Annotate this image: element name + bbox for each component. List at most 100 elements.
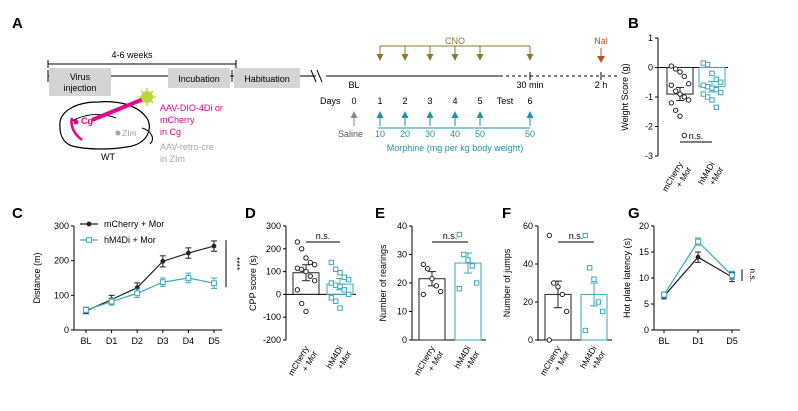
data-point-hm4di (456, 286, 463, 292)
chart-f-jumps: 60 40 20 0 Number of jumps mCherry+ Mor hM4Di+… (502, 221, 612, 377)
data-point-mcherry (546, 337, 553, 343)
data-point-mcherry (550, 280, 557, 286)
data-point-hm4di (729, 272, 735, 279)
x-tick-label: D4 (183, 336, 195, 346)
day-number-3: 3 (427, 96, 432, 106)
day-number-5: 5 (477, 96, 482, 106)
significance-label: n.s. (316, 231, 331, 241)
y-tick-label: 200 (54, 256, 69, 266)
data-point-hm4di (599, 308, 606, 315)
day-number-6: 6 (527, 96, 532, 106)
data-point-mcherry (160, 258, 166, 264)
bar-hm4di (454, 262, 482, 341)
y-tick-label: 20 (639, 221, 649, 231)
data-point-hm4di (713, 86, 720, 93)
y-axis-title: Distance (m) (32, 252, 42, 303)
virus-particle-icon (141, 91, 153, 103)
data-point-mcherry (307, 273, 314, 279)
morphine-arrow-head-5 (526, 111, 534, 118)
dose-2: 30 (425, 129, 435, 139)
y-tick-label: 200 (266, 244, 281, 254)
y-axis-title: Hot plate latency (s) (622, 238, 632, 318)
data-point-hm4di (332, 298, 339, 304)
data-point-hm4di (704, 61, 711, 68)
y-tick-label: 10 (397, 307, 407, 317)
y-tick-label: 100 (266, 267, 281, 277)
data-point-mcherry (303, 255, 309, 261)
virus-box-line-1: Virus (70, 72, 91, 82)
data-point-mcherry (429, 276, 435, 282)
significance-label: n.s. (569, 231, 584, 241)
cg-region (70, 117, 83, 141)
data-point-mcherry (681, 132, 688, 139)
y-axis-title: Number of jumps (502, 248, 512, 317)
data-point-hm4di (713, 76, 720, 82)
virus-box-line-2: injection (63, 83, 96, 93)
data-point-mcherry (546, 232, 553, 239)
saline-arrow-head (350, 111, 358, 118)
cg-label: Cg (81, 116, 93, 126)
data-point-mcherry (420, 261, 427, 268)
data-point-mcherry (420, 291, 427, 298)
morphine-arrow-head-2 (426, 111, 434, 118)
morphine-arrow-head-1 (401, 111, 409, 118)
category-label-mcherry: mCherry+ Mor (660, 159, 694, 198)
data-point-mcherry (672, 66, 679, 72)
data-point-mcherry (685, 81, 692, 87)
data-point-hm4di (159, 279, 166, 286)
virus-spikes (138, 88, 156, 106)
cno-label: CNO (445, 36, 465, 46)
panel-label-a: A (12, 15, 23, 32)
day-number-0: 0 (351, 96, 356, 106)
time-2h-label: 2 h (595, 80, 608, 90)
data-point-hm4di (337, 270, 343, 276)
data-point-hm4di (704, 94, 711, 100)
series-line-0 (85, 245, 215, 312)
saline-label: Saline (338, 129, 363, 139)
data-point-hm4di (661, 291, 667, 298)
cno-arrow-head-4 (476, 54, 484, 61)
aav-dio-line-2: mCherry (160, 115, 195, 125)
data-point-mcherry (681, 94, 688, 100)
aav-dio-line-1: AAV-DIO-4Di or (160, 103, 223, 113)
data-point-hm4di (337, 305, 343, 311)
y-tick-label: 40 (523, 259, 533, 269)
y-tick-label: -1 (645, 92, 653, 102)
data-point-hm4di (460, 251, 467, 258)
data-point-hm4di (591, 276, 597, 282)
data-point-mcherry (672, 88, 679, 94)
incubation-box (168, 68, 230, 88)
y-tick-label: 5 (644, 299, 649, 309)
data-point-mcherry (677, 113, 683, 119)
cno-arrow-head-5 (526, 54, 534, 61)
data-point-mcherry (298, 246, 305, 252)
y-tick-label: -2 (645, 122, 653, 132)
y-tick-label: 0 (402, 335, 407, 345)
morphine-arrow-head-3 (451, 111, 459, 118)
significance-label: n.s. (443, 231, 458, 241)
aav-dio-line-3: in Cg (160, 127, 181, 137)
data-point-hm4di (328, 295, 335, 301)
y-tick-label: -200 (263, 335, 281, 345)
legend-label-1: hM4Di + Mor (104, 235, 156, 245)
data-point-mcherry (668, 100, 675, 106)
virus-injection-box (49, 68, 111, 96)
data-point-mcherry (303, 268, 309, 275)
category-label-mcherry: mCherry+ Mor (286, 343, 320, 382)
data-point-mcherry (695, 254, 701, 260)
data-point-mcherry (433, 283, 440, 289)
legend-label-0: mCherry + Mor (104, 219, 164, 229)
x-tick-label: D5 (208, 336, 220, 346)
data-point-mcherry (677, 69, 683, 75)
data-point-hm4di (473, 280, 480, 286)
panel-label-f: F (502, 205, 511, 222)
data-point-hm4di (328, 280, 335, 286)
data-point-hm4di (345, 291, 352, 298)
data-point-mcherry (298, 300, 305, 307)
chart-g-hot-plate: 0 5 10 15 20 Hot plate latency (s) BL D1 D5 n.s. (622, 221, 758, 346)
data-point-hm4di (709, 85, 715, 91)
data-point-hm4di (328, 259, 335, 266)
data-point-hm4di (695, 238, 701, 245)
dose-4: 50 (475, 129, 485, 139)
